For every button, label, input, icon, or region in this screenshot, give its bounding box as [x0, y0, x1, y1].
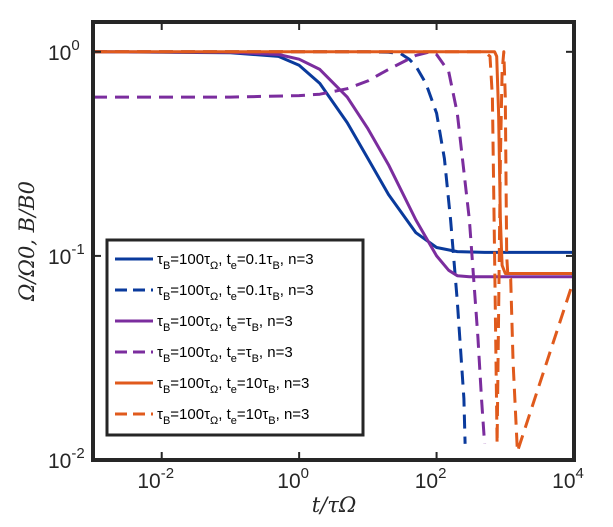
legend-entry-3: τB=100τΩ, te=τB, n=3: [115, 313, 293, 334]
y-tick-label-1: 10-2: [48, 445, 85, 473]
legend-label-3: τB=100τΩ, te=τB, n=3: [157, 313, 293, 334]
y-axis-label: Ω/Ω0, B/B0: [15, 181, 39, 302]
x-tick-label-3: 102: [415, 465, 447, 493]
legend-label-2: τB=100τΩ, te=0.1τB, n=3: [157, 282, 314, 303]
x-axis-label: t/τΩ: [312, 493, 357, 517]
legend-label-4: τB=100τΩ, te=τB, n=3: [157, 344, 293, 365]
legend-entry-4: τB=100τΩ, te=τB, n=3: [115, 344, 293, 365]
series-line-1: [92, 50, 574, 254]
y-tick-label-3: 100: [48, 37, 80, 65]
series-line-3: [92, 50, 574, 279]
legend-entry-2: τB=100τΩ, te=0.1τB, n=3: [115, 282, 314, 303]
series-line-4: [93, 50, 487, 444]
svg-text:Ω/Ω0, B/B0: Ω/Ω0, B/B0: [15, 181, 39, 302]
legend-entry-1: τB=100τΩ, te=0.1τB, n=3: [115, 251, 314, 272]
legend: τB=100τΩ, te=0.1τB, n=3 τB=100τΩ, te=0.1τ…: [105, 238, 365, 437]
tick-layer: 10-2 100 102 104 10-2 10-1 100: [48, 22, 584, 493]
y-axis-label-text: Ω/Ω0, B/B0: [15, 181, 39, 302]
x-tick-label-2: 100: [277, 465, 309, 493]
legend-entry-5: τB=100τΩ, te=10τB, n=3: [115, 375, 309, 396]
x-tick-label-4: 104: [552, 465, 584, 493]
legend-entry-6: τB=100τΩ, te=10τB, n=3: [115, 406, 309, 427]
legend-label-6: τB=100τΩ, te=10τB, n=3: [157, 406, 309, 427]
legend-label-5: τB=100τΩ, te=10τB, n=3: [157, 375, 309, 396]
series-layer: [92, 50, 576, 454]
series-line-5: [93, 50, 574, 275]
legend-box: [105, 238, 365, 437]
plot-frame: [91, 20, 576, 462]
x-tick-label-1: 10-2: [137, 465, 174, 493]
x-axis-label-text: t/τΩ: [312, 493, 357, 517]
legend-label-1: τB=100τΩ, te=0.1τB, n=3: [157, 251, 314, 272]
legend-entries: τB=100τΩ, te=0.1τB, n=3 τB=100τΩ, te=0.1τ…: [115, 251, 314, 427]
y-tick-label-2: 10-1: [48, 241, 85, 269]
